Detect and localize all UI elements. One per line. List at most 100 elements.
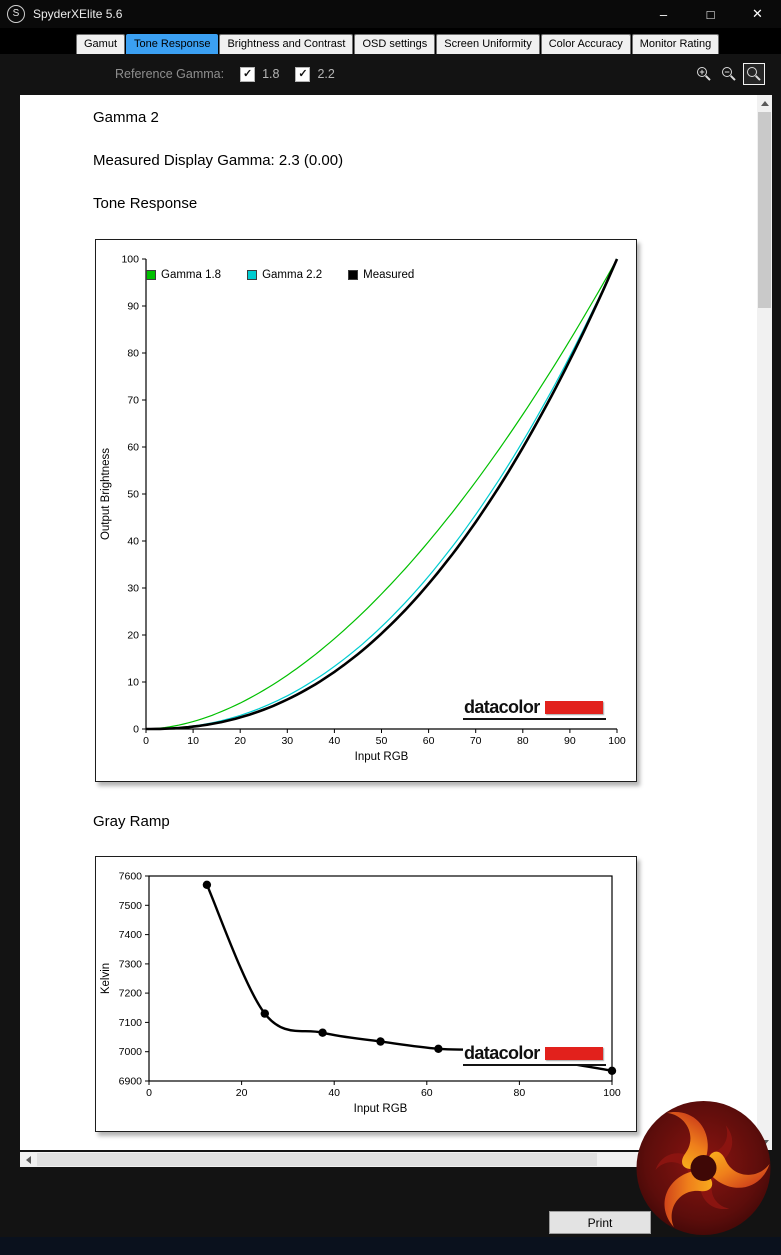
tab-osd-settings[interactable]: OSD settings [354, 34, 436, 54]
svg-text:7300: 7300 [119, 958, 143, 970]
maximize-button-icon[interactable]: □ [706, 6, 715, 22]
vertical-scrollbar-thumb[interactable] [758, 112, 771, 308]
window-title: SpyderXElite 5.6 [33, 7, 123, 21]
svg-text:50: 50 [376, 735, 388, 747]
svg-text:80: 80 [514, 1087, 526, 1099]
title-bar: S SpyderXElite 5.6 – □ ✕ [0, 0, 781, 28]
svg-text:10: 10 [187, 735, 199, 747]
reference-gamma-label: Reference Gamma: [115, 67, 225, 81]
reference-gamma-1-8-checkbox[interactable]: ✓ 1.8 [240, 66, 280, 82]
svg-text:40: 40 [329, 735, 341, 747]
svg-text:60: 60 [421, 1087, 433, 1099]
reference-gamma-2-2-label: 2.2 [317, 67, 335, 81]
gamma-heading: Gamma 2 [93, 109, 159, 126]
print-button[interactable]: Print [549, 1211, 651, 1234]
zoom-area-button[interactable] [743, 63, 765, 85]
legend-item-measured: Measured [348, 269, 414, 281]
svg-text:40: 40 [127, 536, 139, 548]
svg-text:7400: 7400 [119, 929, 143, 941]
tab-monitor-rating[interactable]: Monitor Rating [631, 34, 720, 54]
svg-text:70: 70 [470, 735, 482, 747]
bottom-strip [0, 1237, 781, 1255]
svg-text:7100: 7100 [119, 1017, 143, 1029]
legend-label: Measured [363, 269, 415, 281]
svg-text:100: 100 [603, 1087, 621, 1099]
svg-text:0: 0 [146, 1087, 152, 1099]
svg-text:7500: 7500 [119, 900, 143, 912]
measured-gamma-text: Measured Display Gamma: 2.3 (0.00) [93, 152, 344, 169]
tone-response-chart: 0 10 20 30 40 50 60 70 80 90 100 0 10 20 30 40 50 60 70 80 9… [95, 239, 637, 782]
close-button-icon[interactable]: ✕ [752, 6, 763, 21]
tab-tone-response[interactable]: Tone Response [126, 34, 219, 54]
datacolor-red-bar-icon [544, 1046, 603, 1060]
svg-text:Input RGB: Input RGB [354, 1103, 408, 1115]
legend-swatch-icon [247, 270, 258, 280]
svg-text:10: 10 [127, 677, 139, 689]
svg-text:90: 90 [564, 735, 576, 747]
datacolor-wordmark: datacolor [464, 697, 540, 717]
datacolor-logo: datacolor [463, 1043, 606, 1066]
svg-text:60: 60 [127, 442, 139, 454]
checkbox-checked-icon: ✓ [240, 66, 256, 82]
tab-bar: Gamut Tone Response Brightness and Contras… [0, 28, 781, 54]
svg-text:90: 90 [127, 301, 139, 313]
datacolor-wordmark: datacolor [464, 1043, 540, 1063]
horizontal-scrollbar-thumb[interactable] [37, 1153, 597, 1166]
svg-text:20: 20 [236, 1087, 248, 1099]
vertical-scrollbar[interactable] [757, 95, 772, 1150]
checkbox-checked-icon: ✓ [295, 66, 311, 82]
reference-gamma-2-2-checkbox[interactable]: ✓ 2.2 [295, 66, 335, 82]
datacolor-red-bar-icon [544, 700, 603, 714]
svg-text:7000: 7000 [119, 1046, 143, 1058]
legend-label: Gamma 2.2 [262, 269, 323, 281]
tone-legend: Gamma 1.8 Gamma 2.2 Measured [146, 269, 414, 281]
svg-text:30: 30 [127, 583, 139, 595]
svg-text:80: 80 [127, 348, 139, 360]
svg-text:80: 80 [517, 735, 529, 747]
reference-gamma-1-8-label: 1.8 [262, 67, 280, 81]
svg-text:0: 0 [143, 735, 149, 747]
scroll-left-arrow-icon[interactable] [20, 1152, 36, 1167]
horizontal-scrollbar[interactable] [20, 1152, 757, 1167]
svg-text:20: 20 [127, 630, 139, 642]
svg-text:20: 20 [234, 735, 246, 747]
tone-response-title: Tone Response [93, 195, 198, 212]
legend-swatch-icon [146, 270, 156, 280]
tone-response-plot: 0 10 20 30 40 50 60 70 80 90 100 0 10 20 30 40 50 60 70 80 9… [100, 254, 626, 764]
legend-item-gamma-1-8: Gamma 1.8 [146, 269, 221, 281]
toolbar: Reference Gamma: ✓ 1.8 ✓ 2.2 + − [0, 54, 781, 94]
svg-text:40: 40 [328, 1087, 340, 1099]
svg-text:6900: 6900 [119, 1076, 143, 1088]
svg-text:Input RGB: Input RGB [355, 751, 409, 763]
legend-item-gamma-2-2: Gamma 2.2 [247, 269, 322, 281]
gray-ramp-chart: 0 20 40 60 80 100 6900 7000 7100 7200 7300 7400 7500… [95, 856, 637, 1132]
scroll-up-arrow-icon[interactable] [757, 95, 772, 111]
svg-text:7200: 7200 [119, 988, 143, 1000]
svg-text:7600: 7600 [119, 871, 143, 883]
datacolor-logo: datacolor [463, 697, 606, 720]
svg-text:100: 100 [121, 254, 139, 266]
minimize-button-icon[interactable]: – [659, 6, 668, 22]
spyder-swirl-logo-icon [633, 1098, 774, 1238]
tab-screen-uniformity[interactable]: Screen Uniformity [436, 34, 540, 54]
gray-ramp-plot: 0 20 40 60 80 100 6900 7000 7100 7200 7300 7400 7500… [100, 871, 621, 1116]
svg-text:0: 0 [133, 724, 139, 736]
tab-gamut[interactable]: Gamut [76, 34, 126, 54]
zoom-in-icon: + [697, 67, 711, 81]
zoom-tools: + − [693, 63, 765, 85]
gray-ramp-title: Gray Ramp [93, 813, 170, 830]
legend-label: Gamma 1.8 [161, 269, 222, 281]
svg-text:Output Brightness: Output Brightness [100, 448, 112, 540]
svg-text:60: 60 [423, 735, 435, 747]
svg-text:50: 50 [127, 489, 139, 501]
zoom-out-icon: − [722, 67, 736, 81]
report-page: Gamma 2 Measured Display Gamma: 2.3 (0.0… [20, 95, 757, 1150]
tab-color-accuracy[interactable]: Color Accuracy [540, 34, 631, 54]
legend-swatch-icon [348, 270, 359, 280]
tab-brightness-and-contrast[interactable]: Brightness and Contrast [219, 34, 354, 54]
zoom-out-button[interactable]: − [718, 63, 740, 85]
spyder-app-icon: S [7, 5, 25, 23]
svg-text:30: 30 [281, 735, 293, 747]
zoom-in-button[interactable]: + [693, 63, 715, 85]
